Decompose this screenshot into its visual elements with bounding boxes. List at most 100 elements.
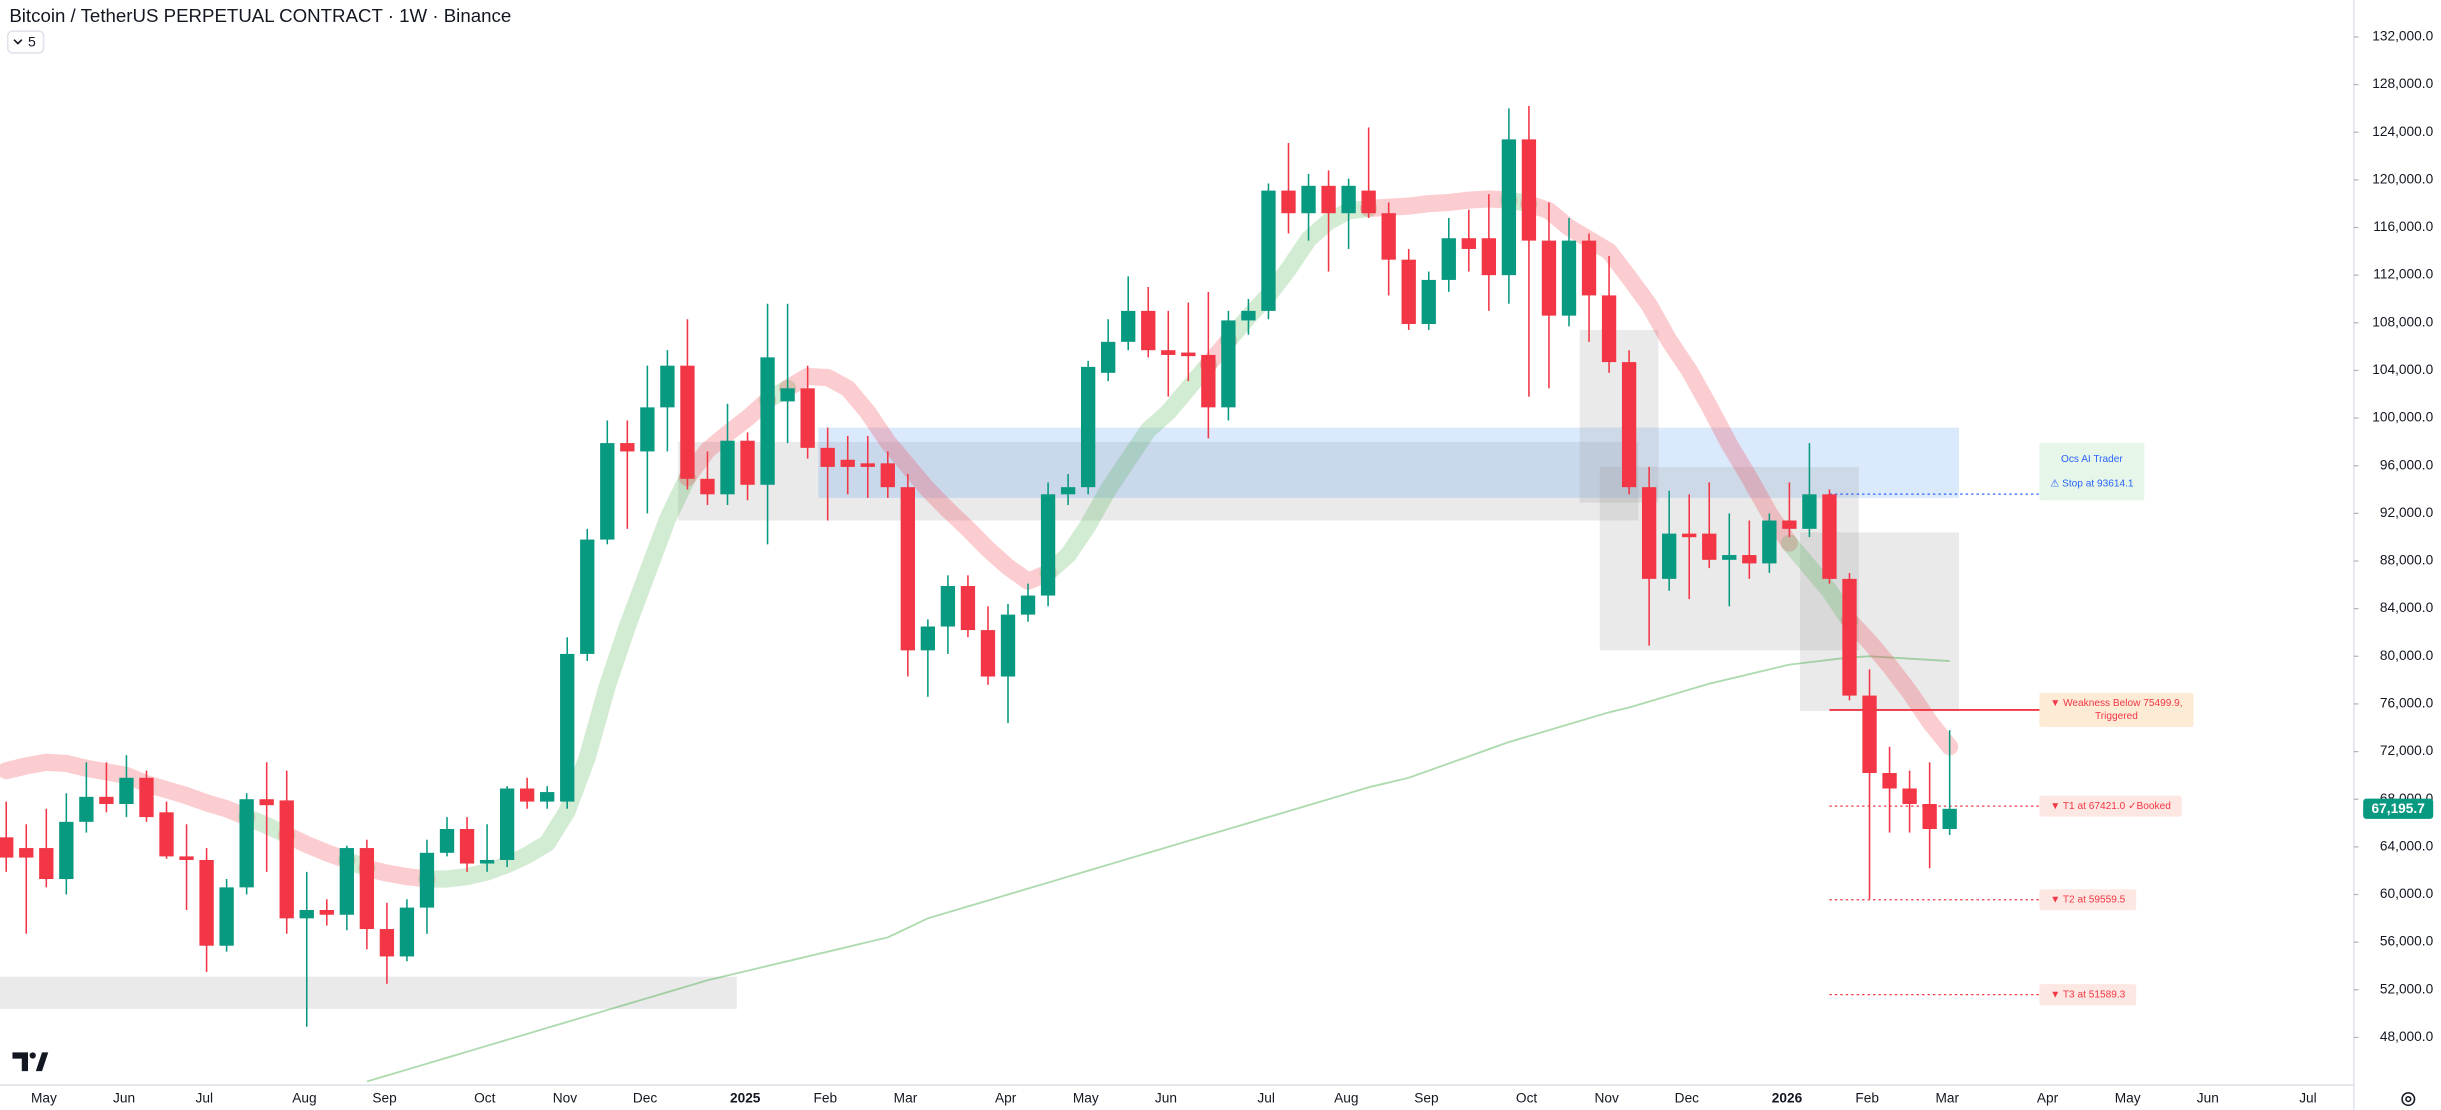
candle-body	[660, 365, 675, 408]
level-label: ▼ T2 at 59559.5	[2039, 889, 2137, 911]
candle-body	[1020, 595, 1036, 615]
candle-body	[820, 447, 835, 467]
last-price-tag	[2363, 798, 2434, 819]
candle-body	[540, 792, 555, 802]
candle-body	[600, 443, 615, 540]
label-box	[2039, 442, 2145, 501]
candle-body	[379, 929, 395, 957]
candle-body	[1702, 533, 1717, 560]
candle-body	[179, 856, 194, 860]
candle-body	[39, 848, 54, 880]
y-tick-label: 64,000.0	[2380, 838, 2434, 853]
indicator-toggle[interactable]	[7, 30, 45, 54]
tradingview-logo	[12, 1052, 49, 1072]
x-tick-label: Jun	[2197, 1091, 2219, 1106]
candle-body	[459, 828, 475, 864]
moving-average	[366, 655, 1950, 1083]
y-tick-label: 84,000.0	[2380, 600, 2434, 615]
candle-body	[219, 887, 234, 946]
label-text: ▼ T2 at 59559.5	[2050, 894, 2125, 905]
candle-body	[1822, 494, 1837, 579]
candle-body	[1461, 238, 1476, 249]
candle-body	[519, 788, 535, 802]
y-tick-label: 132,000.0	[2372, 29, 2433, 44]
x-tick-label: Nov	[553, 1091, 577, 1106]
x-tick-label: Mar	[894, 1091, 918, 1106]
y-tick-label: 120,000.0	[2372, 171, 2433, 186]
trend-ribbon	[1780, 534, 1859, 630]
candle-body	[119, 777, 134, 804]
trend-ribbon	[358, 859, 436, 888]
y-tick-label: 52,000.0	[2380, 981, 2434, 996]
candle-body	[680, 365, 695, 479]
y-tick-label: 124,000.0	[2372, 124, 2433, 139]
candle-body	[700, 478, 715, 495]
trend-ribbon	[1520, 195, 1798, 552]
x-tick-label: Feb	[814, 1091, 838, 1106]
candle-body	[319, 909, 334, 915]
y-tick-label: 80,000.0	[2380, 648, 2434, 663]
label-text: ▼ T3 at 51589.3	[2050, 989, 2125, 1000]
x-tick-label: Dec	[633, 1091, 657, 1106]
candle-body	[399, 907, 415, 957]
x-tick-label: Jul	[1257, 1091, 1274, 1106]
y-tick-label: 112,000.0	[2373, 267, 2433, 282]
candle-body	[580, 539, 595, 654]
candle-body	[1381, 213, 1396, 260]
x-tick-label: Jul	[195, 1091, 212, 1106]
candle-body	[279, 800, 294, 919]
label-box	[2039, 692, 2194, 728]
candle-body	[139, 777, 154, 818]
candle-body	[1161, 350, 1176, 355]
candle-body	[880, 463, 895, 488]
chart-title: Bitcoin / TetherUS PERPETUAL CONTRACT · …	[9, 5, 511, 26]
candle-body	[1000, 614, 1016, 677]
trend-ribbon	[1360, 190, 1518, 218]
y-tick-label: 116,000.0	[2373, 219, 2433, 234]
x-tick-label: May	[1073, 1091, 1099, 1106]
level-label: ▼ Weakness Below 75499.9, Triggered	[2039, 692, 2194, 728]
y-tick-label: 96,000.0	[2380, 457, 2434, 472]
x-tick-label: May	[31, 1091, 57, 1106]
candle-body	[1421, 279, 1436, 324]
candle-body	[1902, 788, 1917, 804]
candle-body	[1361, 190, 1376, 214]
x-tick-label: Oct	[1516, 1091, 1537, 1106]
candle-body	[1201, 354, 1216, 408]
candle-body	[800, 388, 815, 448]
candle-body	[1802, 494, 1817, 529]
x-tick-label: Apr	[2037, 1091, 2059, 1106]
candle-body	[1762, 520, 1777, 564]
candle-body	[1882, 773, 1897, 789]
trend-ribbon	[1840, 611, 1959, 756]
candle-body	[1261, 190, 1276, 311]
candle-body	[1181, 352, 1196, 357]
candle-body	[900, 487, 915, 651]
x-tick-label: 2025	[730, 1091, 761, 1106]
candle-body	[1561, 240, 1577, 316]
x-tick-label: Feb	[1855, 1091, 1879, 1106]
x-tick-label: Aug	[1334, 1091, 1358, 1106]
candle-body	[1101, 341, 1116, 373]
candle-body	[840, 459, 855, 467]
x-tick-label: Jun	[1155, 1091, 1177, 1106]
candle-body	[1722, 555, 1737, 560]
x-tick-label: Sep	[1414, 1091, 1439, 1106]
level-label: ▼ T1 at 67421.0 ✓Booked	[2039, 795, 2182, 817]
candle-body	[159, 812, 174, 857]
y-tick-label: 56,000.0	[2380, 934, 2434, 949]
candle-body	[720, 440, 735, 495]
chevron-icon	[13, 39, 23, 45]
candle-body	[1581, 240, 1597, 296]
candle-body	[1621, 362, 1637, 488]
settings-icon[interactable]	[2401, 1092, 2416, 1107]
y-tick-label: 108,000.0	[2372, 314, 2433, 329]
zone	[678, 441, 1639, 521]
candle-body	[1301, 185, 1316, 214]
label-text: Triggered	[2095, 711, 2138, 722]
candle-body	[1121, 310, 1136, 342]
candle-body	[860, 463, 875, 467]
candle-body	[479, 859, 495, 864]
candle-body	[79, 796, 94, 822]
candle-body	[780, 388, 795, 402]
